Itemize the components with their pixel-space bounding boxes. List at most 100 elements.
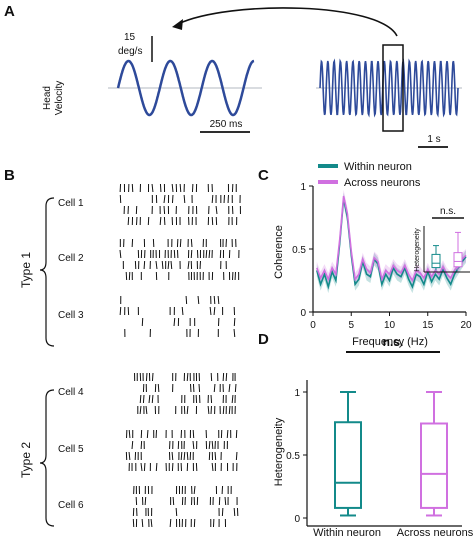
spike-cell-6 <box>150 518 153 528</box>
spike-cell-4 <box>213 383 216 393</box>
spike-cell-1 <box>163 194 166 204</box>
spike-cell-3 <box>213 306 216 316</box>
spike-cell-5 <box>140 462 143 472</box>
spike-cell-1 <box>179 183 182 193</box>
d-box <box>334 421 362 509</box>
group-label-type-2: Type 2 <box>19 442 33 478</box>
c-x-tick-label: 0 <box>310 320 316 331</box>
spike-cell-2 <box>187 260 190 270</box>
spike-cell-1 <box>215 205 218 215</box>
spike-cell-2 <box>190 249 193 259</box>
legend-label-within: Within neuron <box>344 161 412 173</box>
spike-cell-4 <box>151 394 154 404</box>
c-band-within <box>316 192 466 294</box>
inset: Heterogeneity n.s. <box>414 206 470 273</box>
c-x-tick-label: 5 <box>348 320 354 331</box>
spike-cell-6 <box>175 507 178 517</box>
coherence-lines <box>316 189 467 294</box>
spike-cell-3 <box>119 306 122 316</box>
spike-cell-4 <box>186 372 189 382</box>
spike-cell-4 <box>225 372 228 382</box>
cell-label-2: Cell 2 <box>58 253 84 264</box>
panel-label-d: D <box>258 331 269 348</box>
spike-cell-4 <box>139 394 142 404</box>
spike-cell-5 <box>143 462 146 472</box>
spike-cell-5 <box>235 451 238 461</box>
spike-cell-1 <box>163 205 166 215</box>
spike-cell-6 <box>141 518 144 528</box>
spike-cell-3 <box>181 306 184 316</box>
d-boxes <box>334 391 448 517</box>
velocity-scale-unit: deg/s <box>118 46 142 57</box>
spike-cell-2 <box>179 238 182 248</box>
spike-cell-5 <box>131 440 134 450</box>
head-velocity-label-1: Head <box>42 86 53 110</box>
spike-cell-4 <box>145 372 148 382</box>
spike-cell-2 <box>170 260 173 270</box>
inset-box <box>453 252 463 268</box>
spike-cell-3 <box>213 295 216 305</box>
time-scale-label-zoom: 250 ms <box>210 119 243 130</box>
brace-type-1 <box>39 197 55 347</box>
spike-cell-4 <box>148 394 151 404</box>
spike-cell-1 <box>159 216 162 226</box>
spike-cell-1 <box>211 216 214 226</box>
spike-cell-5 <box>171 451 174 461</box>
spike-cell-4 <box>139 405 142 415</box>
spike-cell-2 <box>155 260 158 270</box>
legend-label-across: Across neurons <box>344 177 421 189</box>
spike-cell-5 <box>186 451 189 461</box>
spike-cell-6 <box>233 507 236 517</box>
c-x-tick-label: 20 <box>460 320 472 331</box>
spike-cell-5 <box>155 462 158 472</box>
cell-label-5: Cell 5 <box>58 444 84 455</box>
d-y-tick-label: 0 <box>294 514 300 525</box>
spike-cell-3 <box>233 328 236 338</box>
spike-cell-5 <box>128 451 131 461</box>
spike-cell-2 <box>173 249 176 259</box>
group-label-type-1: Type 1 <box>19 252 33 288</box>
spike-cell-4 <box>222 405 225 415</box>
zoom-arrow <box>177 7 398 37</box>
panel-label-a: A <box>4 3 15 20</box>
spike-cell-4 <box>207 405 210 415</box>
spike-cell-5 <box>140 440 143 450</box>
spike-cell-6 <box>172 496 175 506</box>
spike-cell-5 <box>183 451 186 461</box>
spike-cell-6 <box>224 496 227 506</box>
spike-cell-5 <box>211 440 214 450</box>
panel-b: Type 1 Type 2 Cell 1 Cell 2 Cell 3 Cell … <box>19 183 241 528</box>
velocity-trace-full <box>319 58 459 118</box>
d-sig-label: n.s. <box>383 335 404 349</box>
spike-cell-5 <box>211 462 214 472</box>
cell-label-4: Cell 4 <box>58 387 84 398</box>
spike-cell-3 <box>185 295 188 305</box>
c-x-axis-label: Frequency (Hz) <box>352 336 428 348</box>
d-box <box>420 422 448 509</box>
velocity-scale-value: 15 <box>124 32 136 43</box>
spike-cell-2 <box>143 260 146 270</box>
spike-cell-4 <box>198 383 201 393</box>
spike-cell-1 <box>127 216 130 226</box>
spike-cell-5 <box>180 451 183 461</box>
spike-cell-3 <box>209 306 212 316</box>
spike-cell-2 <box>205 249 208 259</box>
spike-cell-1 <box>171 183 174 193</box>
panel-d: 00.51 Heterogeneity n.s. Within neuron A… <box>273 335 474 539</box>
zoom-arrow-head <box>172 19 183 30</box>
spike-cell-4 <box>228 405 231 415</box>
spike-cell-3 <box>233 317 236 327</box>
spike-cell-6 <box>169 518 172 528</box>
velocity-trace-zoom <box>116 59 255 117</box>
spike-cell-4 <box>145 405 148 415</box>
spike-cell-5 <box>214 451 217 461</box>
spike-cell-1 <box>159 183 162 193</box>
spike-cell-4 <box>142 394 145 404</box>
spike-cell-2 <box>161 260 164 270</box>
spike-cell-3 <box>217 295 220 305</box>
c-axis-ticks: 0 5 10 15 20 0 0.5 1 <box>292 182 472 331</box>
spike-cell-3 <box>173 317 176 327</box>
inset-sig-label: n.s. <box>440 206 456 217</box>
inset-boxes <box>431 231 463 271</box>
d-y-tick-label: 0.5 <box>286 451 300 462</box>
